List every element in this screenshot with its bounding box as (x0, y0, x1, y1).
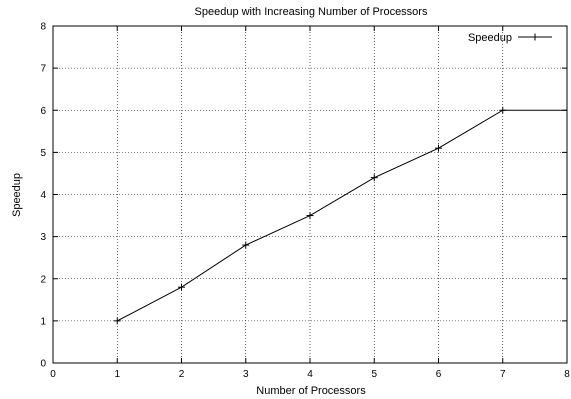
legend-label-speedup: Speedup (468, 32, 512, 44)
y-tick-label: 1 (40, 316, 46, 327)
x-tick-label: 5 (371, 369, 377, 380)
y-tick-label: 5 (40, 148, 46, 159)
y-tick-labels: 0 1 2 3 4 5 6 7 8 (40, 22, 46, 370)
data-point (499, 106, 507, 114)
legend-marker-speedup (531, 33, 539, 41)
x-tick-label: 7 (500, 369, 506, 380)
plot-frame (52, 25, 568, 364)
y-tick-label: 6 (40, 106, 46, 117)
data-point (113, 317, 121, 325)
x-tick-label: 6 (436, 369, 442, 380)
x-tick-label: 4 (307, 369, 313, 380)
y-tick-label: 7 (40, 64, 46, 75)
y-tick-label: 3 (40, 232, 46, 243)
x-axis-label: Number of Processors (256, 385, 366, 397)
series-markers (113, 106, 507, 325)
data-point (306, 212, 314, 220)
x-tick-label: 3 (243, 369, 249, 380)
data-point (242, 241, 250, 249)
x-tick-label: 8 (564, 369, 570, 380)
y-tick-label: 2 (40, 274, 46, 285)
x-tick-label: 2 (179, 369, 185, 380)
y-tick-label: 8 (40, 22, 46, 33)
data-point (370, 174, 378, 182)
y-axis-label: Speedup (11, 173, 23, 217)
series-speedup (113, 106, 567, 325)
chart-title: Speedup with Increasing Number of Proces… (195, 6, 428, 18)
legend: Speedup (468, 32, 552, 44)
data-point (178, 283, 185, 291)
x-tick-label: 0 (50, 369, 56, 380)
data-point (435, 144, 442, 152)
y-tick-label: 4 (40, 190, 46, 201)
series-line-speedup (117, 109, 567, 322)
grid-lines (53, 26, 567, 363)
y-tick-label: 0 (40, 359, 46, 370)
x-tick-labels: 0 1 2 3 4 5 6 7 8 (50, 369, 570, 380)
x-tick-label: 1 (114, 369, 120, 380)
